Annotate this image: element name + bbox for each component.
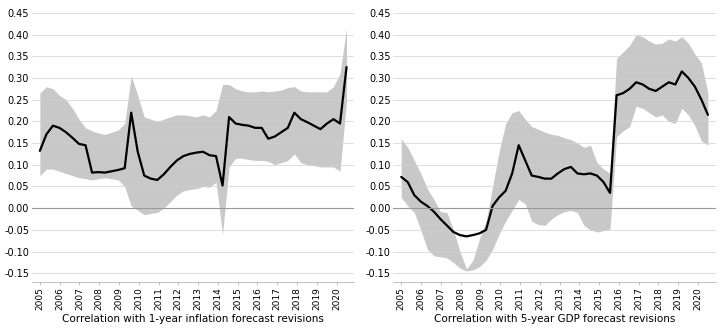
X-axis label: Correlation with 1-year inflation forecast revisions: Correlation with 1-year inflation foreca… [62, 314, 324, 324]
X-axis label: Correlation with 5-year GDP forecast revisions: Correlation with 5-year GDP forecast rev… [434, 314, 675, 324]
